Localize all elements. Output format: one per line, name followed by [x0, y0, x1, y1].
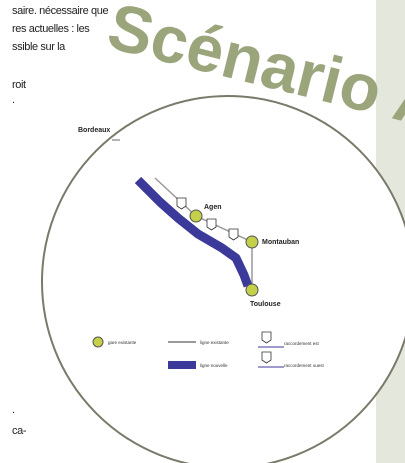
body-text: . [12, 94, 15, 106]
legend-label: ligne existante [200, 340, 229, 345]
map-circle [41, 95, 405, 463]
city-label: Toulouse [250, 301, 281, 308]
legend-label: ligne nouvelle [200, 363, 228, 368]
existing-line [154, 177, 253, 290]
body-text: ca- [12, 425, 27, 437]
legend-label: raccordement est [284, 341, 320, 346]
body-text: saire. nécessaire que [12, 5, 108, 17]
stations [189, 209, 259, 297]
legend-label: gare existante [108, 340, 137, 345]
body-text: roit [12, 79, 26, 91]
markers [176, 197, 239, 241]
body-text: res actuelles : les [12, 23, 90, 35]
city-label: Agen [204, 204, 222, 211]
body-text: ssible sur la [12, 41, 66, 53]
city-label: Bordeaux [78, 127, 110, 134]
body-text: . [12, 404, 15, 416]
legend-label: raccordement ouest [284, 363, 325, 368]
new-line [134, 176, 253, 288]
legend: gare existante ligne existante ligne nou… [92, 331, 325, 369]
city-label: Montauban [262, 239, 299, 246]
